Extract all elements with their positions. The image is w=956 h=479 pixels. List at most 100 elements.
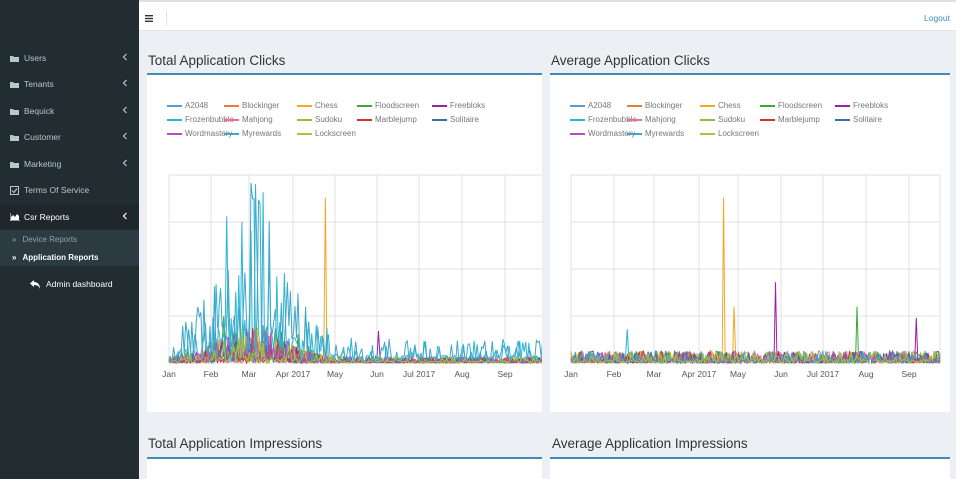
legend-swatch: [570, 132, 585, 135]
legend-label: Marblejump: [375, 115, 417, 124]
sidebar-subitem-application-reports[interactable]: » Application Reports: [0, 248, 139, 266]
legend-item[interactable]: Blockinger: [627, 101, 682, 110]
avg-clicks-panel: A2048 Blockinger Chess Floodscreen Freebloks…: [550, 73, 950, 412]
legend-item[interactable]: Wordmastery: [167, 129, 232, 138]
total-clicks-title: Total Application Clicks: [148, 53, 286, 68]
total-impressions-panel: [147, 457, 542, 479]
x-tick-label: Apr 2017: [276, 369, 311, 379]
reply-arrow-icon: [30, 279, 40, 289]
folder-icon: [10, 161, 20, 168]
legend-swatch: [760, 118, 775, 121]
legend-item[interactable]: A2048: [167, 101, 208, 110]
series-line: [168, 182, 542, 365]
legend-item[interactable]: Solitaire: [835, 115, 882, 124]
legend-item[interactable]: Mahjong: [627, 115, 676, 124]
legend-item[interactable]: Frozenbubble: [570, 115, 637, 124]
legend-swatch: [700, 104, 715, 107]
legend-label: Myrewards: [242, 129, 282, 138]
chart-legend: A2048 Blockinger Chess Floodscreen Freebloks…: [570, 101, 940, 143]
sidebar-item-label: Csr Reports: [24, 212, 70, 222]
sidebar-item-bequick[interactable]: Bequick: [0, 98, 139, 124]
sidebar-item-csr-reports[interactable]: Csr Reports: [0, 204, 139, 230]
legend-swatch: [627, 132, 642, 135]
double-chevron-right-icon: »: [12, 234, 17, 244]
legend-label: Chess: [718, 101, 741, 110]
legend-item[interactable]: Sudoku: [297, 115, 342, 124]
csr-reports-submenu: » Device Reports » Application Reports: [0, 230, 139, 266]
legend-label: Wordmastery: [185, 129, 233, 138]
chevron-left-icon: [122, 53, 127, 61]
logout-link[interactable]: Logout: [924, 13, 950, 23]
legend-item[interactable]: Blockinger: [224, 101, 279, 110]
legend-label: Mahjong: [645, 115, 676, 124]
legend-item[interactable]: Lockscreen: [700, 129, 759, 138]
x-tick-label: Apr 2017: [682, 369, 717, 379]
sidebar-item-customer[interactable]: Customer: [0, 124, 139, 150]
avg-impressions-panel: [550, 457, 950, 479]
legend-swatch: [224, 118, 239, 121]
sidebar-subitem-device-reports[interactable]: » Device Reports: [0, 230, 139, 248]
x-tick-label: Jan: [564, 369, 578, 379]
sidebar-toggle-button[interactable]: [145, 10, 167, 26]
admin-dashboard-link[interactable]: Admin dashboard: [30, 279, 113, 289]
legend-item[interactable]: Solitaire: [432, 115, 479, 124]
legend-swatch: [297, 104, 312, 107]
legend-label: Sudoku: [718, 115, 746, 124]
x-tick-label: Aug: [454, 369, 469, 379]
x-tick-label: Sep: [497, 369, 512, 379]
legend-item[interactable]: Marblejump: [357, 115, 417, 124]
legend-item[interactable]: Freebloks: [835, 101, 888, 110]
chart-legend: A2048 Blockinger Chess Floodscreen Freebloks…: [167, 101, 537, 143]
x-tick-label: Feb: [204, 369, 219, 379]
legend-item[interactable]: Wordmastery: [570, 129, 635, 138]
legend-label: Solitaire: [853, 115, 882, 124]
legend-label: Freebloks: [450, 101, 486, 110]
series-line: [570, 350, 941, 365]
x-tick-label: Jun: [774, 369, 788, 379]
x-tick-label: Jul 2017: [807, 369, 839, 379]
legend-item[interactable]: Mahjong: [224, 115, 273, 124]
sidebar-item-label: Bequick: [24, 106, 55, 116]
legend-label: Blockinger: [645, 101, 683, 110]
legend-item[interactable]: Myrewards: [627, 129, 684, 138]
sidebar-item-tenants[interactable]: Tenants: [0, 71, 139, 97]
x-tick-label: Jan: [162, 369, 176, 379]
legend-item[interactable]: Chess: [297, 101, 338, 110]
x-tick-label: Jun: [370, 369, 384, 379]
legend-swatch: [297, 132, 312, 135]
legend-swatch: [297, 118, 312, 121]
legend-item[interactable]: Chess: [700, 101, 741, 110]
legend-swatch: [167, 132, 182, 135]
hamburger-icon: [145, 14, 153, 22]
legend-item[interactable]: Marblejump: [760, 115, 820, 124]
sidebar-item-label: Tenants: [24, 79, 54, 89]
avg-clicks-title: Average Application Clicks: [551, 53, 710, 68]
legend-label: Sudoku: [315, 115, 343, 124]
legend-item[interactable]: Freebloks: [432, 101, 485, 110]
legend-item[interactable]: Floodscreen: [357, 101, 419, 110]
legend-swatch: [700, 132, 715, 135]
legend-label: Freebloks: [853, 101, 889, 110]
legend-swatch: [167, 104, 182, 107]
chevron-left-icon: [122, 106, 127, 114]
legend-item[interactable]: Floodscreen: [760, 101, 822, 110]
sidebar-item-users[interactable]: Users: [0, 45, 139, 71]
legend-label: Frozenbubble: [185, 115, 234, 124]
sidebar-item-terms-of-service[interactable]: Terms Of Service: [0, 177, 139, 203]
legend-item[interactable]: Myrewards: [224, 129, 281, 138]
grid-lines: [168, 174, 542, 364]
legend-item[interactable]: Sudoku: [700, 115, 745, 124]
series-line: [168, 328, 542, 365]
x-tick-label: Mar: [647, 369, 662, 379]
avg-impressions-title: Average Application Impressions: [552, 436, 748, 451]
sidebar-item-marketing[interactable]: Marketing: [0, 151, 139, 177]
double-chevron-right-icon: »: [12, 252, 17, 262]
sidebar-item-label: Users: [24, 53, 47, 63]
legend-label: Marblejump: [778, 115, 820, 124]
legend-item[interactable]: Lockscreen: [297, 129, 356, 138]
avg-clicks-chart: Jan Feb Mar Apr 2017 May Jun Jul 2017 Aug Sep: [564, 174, 941, 379]
legend-item[interactable]: Frozenbubble: [167, 115, 234, 124]
legend-label: Chess: [315, 101, 338, 110]
legend-swatch: [760, 104, 775, 107]
legend-item[interactable]: A2048: [570, 101, 611, 110]
